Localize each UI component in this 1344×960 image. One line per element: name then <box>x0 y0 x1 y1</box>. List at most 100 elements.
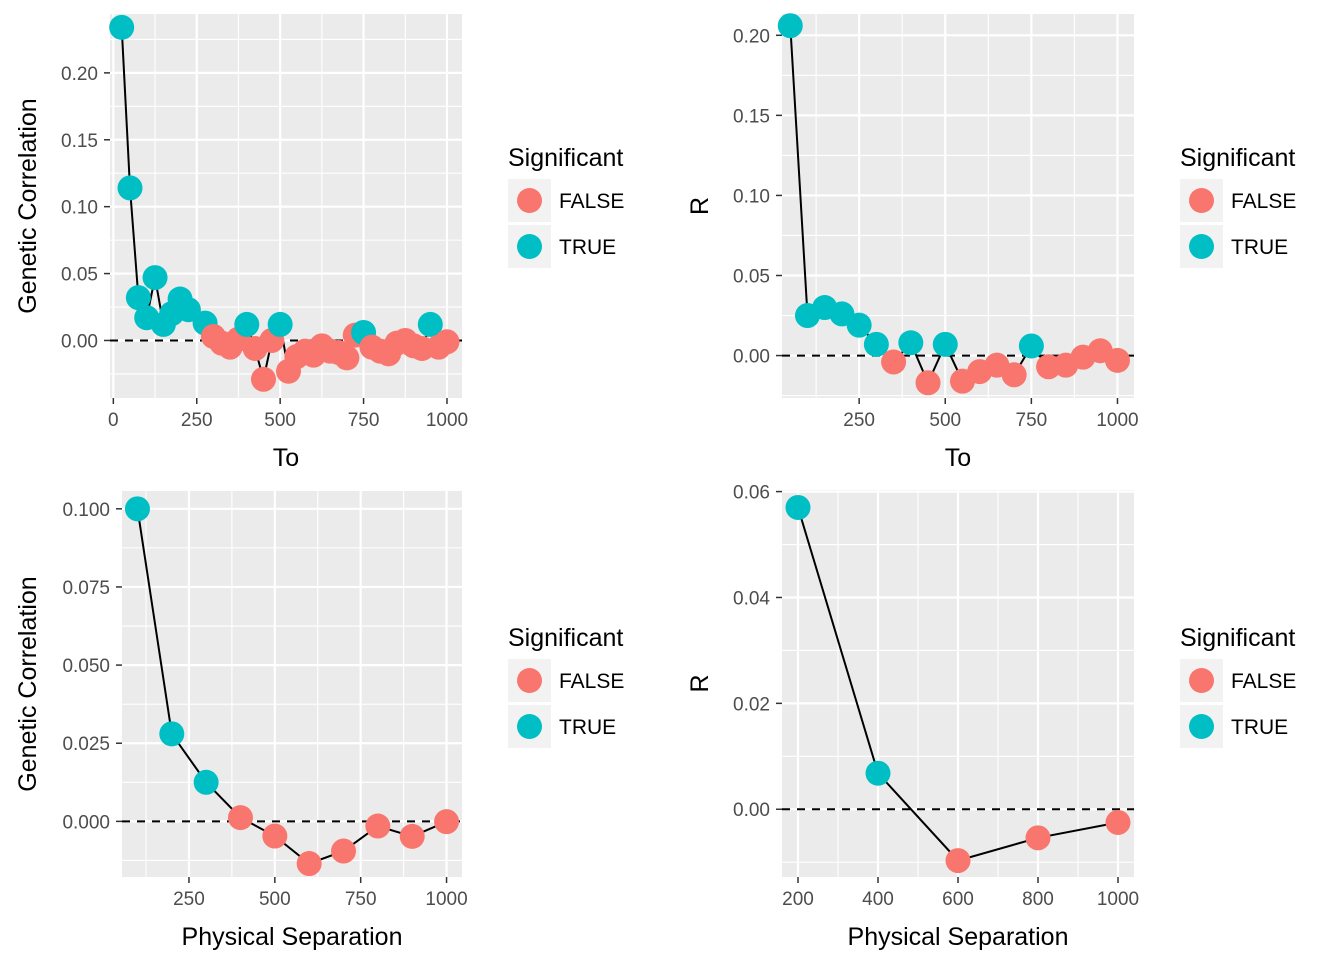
x-tick-label: 500 <box>929 410 961 431</box>
y-axis-title: Genetic Correlation <box>14 98 42 313</box>
y-axis-title: Genetic Correlation <box>14 576 42 791</box>
legend-title: Significant <box>508 624 623 652</box>
x-axis-title: To <box>945 444 971 472</box>
y-tick-label: 0.05 <box>733 266 770 287</box>
x-tick-label: 750 <box>345 889 377 910</box>
legend-key-true <box>1189 234 1214 259</box>
legend-label: TRUE <box>1231 716 1288 739</box>
y-axis-title: R <box>686 197 714 215</box>
data-point-true <box>159 721 185 747</box>
data-point-true <box>142 265 168 291</box>
data-point-false <box>399 823 425 849</box>
data-point-false <box>296 851 322 877</box>
chart-physical-separation-r: 200 400 600 800 1000 0.00 0.02 0.04 0.06 Physical… <box>686 483 1296 951</box>
x-tick-label: 400 <box>862 889 894 910</box>
data-point-true <box>863 331 889 357</box>
data-point-false <box>1104 347 1130 373</box>
data-point-true <box>898 330 924 356</box>
y-tick-label: 0.00 <box>733 347 770 368</box>
data-point-true <box>777 13 803 39</box>
x-axis-title: To <box>273 444 299 472</box>
data-point-false <box>227 805 253 831</box>
y-tick-label: 0.06 <box>733 483 770 504</box>
y-tick-label: 0.10 <box>61 198 98 219</box>
data-point-true <box>193 769 219 795</box>
y-tick-label: 0.025 <box>62 734 110 755</box>
plot-background <box>122 491 462 877</box>
y-tick-label: 0.20 <box>733 26 770 47</box>
y-tick-label: 0.00 <box>733 800 770 821</box>
legend-title: Significant <box>508 144 623 172</box>
y-axis-title: R <box>686 674 714 692</box>
legend-label: FALSE <box>1231 670 1296 693</box>
data-point-true <box>175 297 201 323</box>
data-point-false <box>250 366 276 392</box>
legend-label: FALSE <box>559 190 624 213</box>
data-point-false <box>1105 809 1131 835</box>
legend-label: TRUE <box>559 236 616 259</box>
y-tick-label: 0.075 <box>62 578 110 599</box>
y-tick-label: 0.15 <box>733 106 770 127</box>
data-point-true <box>785 494 811 520</box>
data-point-false <box>334 345 360 371</box>
x-tick-label: 200 <box>782 889 814 910</box>
legend-key-true <box>517 234 542 259</box>
data-point-false <box>331 838 357 864</box>
y-tick-label: 0.10 <box>733 186 770 207</box>
data-point-true <box>234 311 260 337</box>
x-tick-label: 750 <box>1016 410 1048 431</box>
y-tick-label: 0.02 <box>733 694 770 715</box>
legend-label: TRUE <box>1231 236 1288 259</box>
x-tick-label: 1000 <box>425 889 467 910</box>
data-point-true <box>125 285 151 311</box>
legend-title: Significant <box>1180 144 1295 172</box>
y-tick-label: 0.15 <box>61 131 98 152</box>
x-tick-label: 1000 <box>1096 410 1138 431</box>
data-point-false <box>881 349 907 375</box>
series-line <box>136 508 447 865</box>
panel-bottom-left: 250 500 750 1000 0.000 0.025 0.050 0.075 0.100 Ph… <box>0 480 672 960</box>
data-point-false <box>434 329 460 355</box>
data-point-true <box>846 312 872 338</box>
x-tick-label: 1000 <box>1097 889 1139 910</box>
data-point-false <box>434 809 460 835</box>
y-tick-label: 0.050 <box>62 656 110 677</box>
data-point-true <box>124 496 150 522</box>
x-tick-label: 1000 <box>426 410 468 431</box>
data-point-false <box>262 823 288 849</box>
legend-key-false <box>1189 668 1214 693</box>
chart-physical-separation-genetic-correlation: 250 500 750 1000 0.000 0.025 0.050 0.075 0.100 Ph… <box>14 491 624 951</box>
data-point-true <box>865 760 891 786</box>
data-point-true <box>417 311 443 337</box>
data-point-false <box>1025 825 1051 851</box>
plot-background <box>782 14 1134 398</box>
legend-label: FALSE <box>559 670 624 693</box>
legend-title: Significant <box>1180 624 1295 652</box>
legend-key-false <box>517 668 542 693</box>
x-tick-label: 500 <box>259 889 291 910</box>
legend-key-true <box>1189 714 1214 739</box>
x-tick-label: 500 <box>264 410 296 431</box>
x-tick-label: 250 <box>181 410 213 431</box>
data-point-true <box>1018 333 1044 359</box>
x-axis-title: Physical Separation <box>182 923 403 951</box>
panel-bottom-right: 200 400 600 800 1000 0.00 0.02 0.04 0.06 Physical… <box>672 480 1344 960</box>
data-point-true <box>117 175 143 201</box>
y-tick-label: 0.05 <box>61 265 98 286</box>
legend-label: FALSE <box>1231 190 1296 213</box>
chart-to-genetic-correlation: 0 250 500 750 1000 0.00 0.05 0.10 0.15 0.20 To Gene… <box>14 14 624 472</box>
x-tick-label: 600 <box>942 889 974 910</box>
y-tick-label: 0.00 <box>61 331 98 352</box>
legend-label: TRUE <box>559 716 616 739</box>
x-tick-label: 750 <box>348 410 380 431</box>
panel-top-right: 250 500 750 1000 0.00 0.05 0.10 0.15 0.20 To R Sign… <box>672 0 1344 480</box>
x-axis-title: Physical Separation <box>848 923 1069 951</box>
data-point-true <box>267 311 293 337</box>
x-tick-label: 250 <box>843 410 875 431</box>
data-point-true <box>932 331 958 357</box>
legend-key-true <box>517 714 542 739</box>
panel-top-left: 0 250 500 750 1000 0.00 0.05 0.10 0.15 0.20 To Gene… <box>0 0 672 480</box>
x-tick-label: 0 <box>108 410 119 431</box>
y-tick-label: 0.000 <box>62 812 110 833</box>
data-point-false <box>945 848 971 874</box>
